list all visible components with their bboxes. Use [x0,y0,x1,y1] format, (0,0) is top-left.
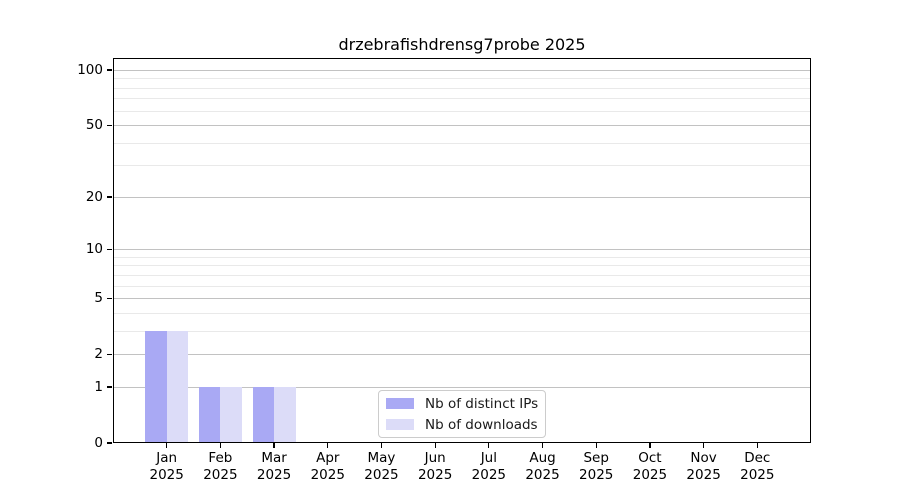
x-tick-label: Jan 2025 [135,450,199,483]
gridline-minor [113,98,811,100]
x-tick-label: Mar 2025 [242,450,306,483]
y-tick-label: 100 [77,62,103,78]
chart-title: drzebrafishdrensg7probe 2025 [338,35,586,54]
gridline-major [113,70,811,71]
x-tick-label: Feb 2025 [188,450,252,483]
gridline-minor [113,165,811,167]
y-tick-mark [107,442,112,444]
gridline-major [113,354,811,356]
x-tick-mark [273,443,275,448]
bar-distinct-ips [145,330,167,443]
x-tick-year: 2025 [632,466,668,483]
gridline-minor [113,78,811,80]
legend-swatch-downloads [386,419,414,430]
y-tick-mark [107,297,112,299]
legend: Nb of distinct IPs Nb of downloads [378,390,546,438]
gridline-minor [113,265,811,267]
x-tick-mark [756,443,758,448]
x-tick-label: Sep 2025 [564,450,628,483]
bar-downloads [166,330,189,443]
y-tick-label: 20 [85,188,103,205]
legend-label-distinct-ips: Nb of distinct IPs [425,395,539,412]
y-tick-mark [107,196,112,198]
gridline-minor [113,110,811,112]
gridline-major [113,298,811,300]
x-tick-year: 2025 [740,466,775,483]
y-tick-mark [107,248,112,250]
x-tick-year: 2025 [525,466,560,483]
legend-label-downloads: Nb of downloads [425,416,538,433]
y-tick-label: 10 [85,241,103,258]
gridline-minor [113,87,811,89]
x-tick-label: Aug 2025 [511,450,575,483]
x-tick-label: Jun 2025 [403,450,467,483]
x-tick-mark [541,443,544,448]
x-tick-year: 2025 [149,466,184,483]
x-tick-label: Jul 2025 [457,450,521,483]
y-tick-mark [107,353,112,355]
x-tick-mark [649,443,651,448]
y-tick-mark [107,124,112,126]
gridline-minor [113,312,811,314]
gridline-minor [113,142,811,144]
x-tick-year: 2025 [471,466,507,483]
y-tick-label: 2 [94,346,103,363]
legend-swatch-distinct-ips [386,398,414,409]
x-tick-mark [595,443,597,448]
x-tick-mark [703,443,705,448]
x-tick-year: 2025 [686,466,721,483]
x-tick-label: May 2025 [349,450,413,483]
legend-row: Nb of downloads [386,417,545,433]
x-tick-mark [380,443,383,448]
x-tick-year: 2025 [579,466,614,483]
y-tick-label: 1 [94,378,103,395]
x-tick-mark [166,443,168,448]
y-tick-mark [107,386,112,388]
x-tick-year: 2025 [364,466,399,483]
x-tick-label: Dec 2025 [725,450,789,483]
x-tick-year: 2025 [310,466,345,483]
bar-downloads [274,386,296,443]
y-tick-mark [107,69,112,71]
plot-area [113,58,811,443]
legend-row: Nb of distinct IPs [386,396,545,412]
gridline-minor [113,330,811,332]
x-tick-mark [219,443,221,448]
x-tick-year: 2025 [256,466,292,483]
x-tick-label: Apr 2025 [296,450,360,483]
bar-distinct-ips [198,386,221,443]
bar-downloads [220,386,242,443]
x-tick-mark [327,443,329,448]
gridline-minor [113,256,811,258]
x-tick-mark [488,443,490,448]
gridline-major [113,196,811,198]
gridline-major [113,386,811,388]
gridline-major [113,125,811,127]
x-tick-year: 2025 [203,466,238,483]
gridline-minor [113,274,811,276]
x-tick-label: Oct 2025 [618,450,682,483]
x-tick-year: 2025 [417,466,453,483]
x-tick-label: Nov 2025 [672,450,736,483]
y-tick-label: 0 [94,435,103,451]
gridline-minor [113,285,811,287]
y-tick-label: 50 [85,117,103,134]
x-tick-mark [434,443,436,448]
bar-distinct-ips [252,386,275,443]
y-tick-label: 5 [94,290,103,307]
gridline-major [113,249,811,251]
